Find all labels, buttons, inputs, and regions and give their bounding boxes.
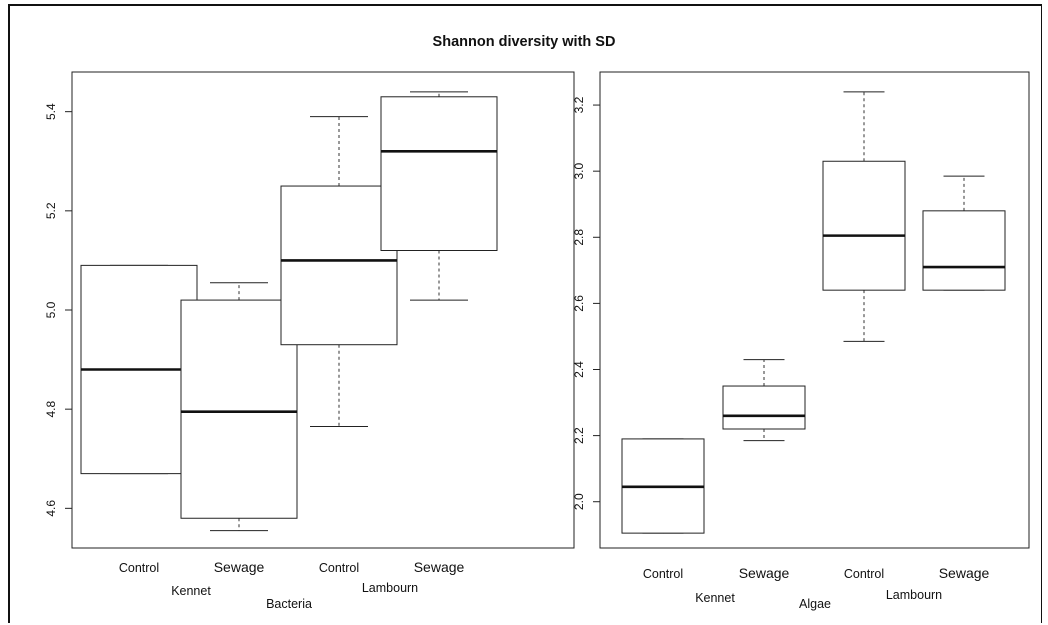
- y-tick-label: 3.2: [572, 96, 586, 113]
- box-1: [80, 264, 198, 475]
- iqr-box: [280, 185, 398, 346]
- y-tick-label: 4.8: [44, 401, 58, 418]
- box-3: [822, 91, 906, 342]
- group-label: Kennet: [171, 584, 211, 598]
- y-tick-label: 2.2: [572, 427, 586, 444]
- iqr-box: [922, 210, 1006, 291]
- category-label: Sewage: [414, 559, 465, 575]
- box-2: [180, 282, 298, 532]
- category-label: Control: [844, 567, 884, 581]
- algae-panel: 2.0 2.2 2.4 2.6 2.8 3.0 3.2 Control Sewage Contro…: [572, 71, 1030, 611]
- figure-title: Shannon diversity with SD: [433, 34, 616, 50]
- y-tick-label: 2.8: [572, 229, 586, 246]
- iqr-box: [180, 299, 298, 519]
- group-label: Lambourn: [362, 581, 418, 595]
- box-4: [380, 91, 498, 301]
- plot-frame: [599, 71, 1030, 549]
- category-label: Sewage: [939, 565, 990, 581]
- figure-frame: [8, 4, 1042, 623]
- y-axis: 2.0 2.2 2.4 2.6 2.8 3.0 3.2: [572, 96, 600, 510]
- y-tick-label: 3.0: [572, 163, 586, 180]
- panel-label: Bacteria: [266, 597, 312, 611]
- box-3: [280, 116, 398, 428]
- y-tick-label: 5.0: [44, 301, 58, 318]
- y-tick-label: 4.6: [44, 500, 58, 517]
- group-label: Kennet: [695, 591, 735, 605]
- group-label: Lambourn: [886, 588, 942, 602]
- category-label: Control: [319, 561, 359, 575]
- y-tick-label: 5.2: [44, 202, 58, 219]
- iqr-box: [380, 96, 498, 251]
- box-4: [922, 175, 1006, 291]
- y-tick-label: 5.4: [44, 103, 58, 120]
- panel-label: Algae: [799, 597, 831, 611]
- category-label: Sewage: [214, 559, 265, 575]
- category-label: Control: [643, 567, 683, 581]
- y-axis: 4.6 4.8 5.0 5.2 5.4: [44, 103, 72, 517]
- iqr-box: [722, 385, 806, 430]
- box-1: [621, 438, 705, 534]
- bacteria-panel: 4.6 4.8 5.0 5.2 5.4 Control Sewage Control Sewag…: [44, 71, 575, 611]
- iqr-box: [822, 160, 906, 291]
- y-tick-label: 2.0: [572, 493, 586, 510]
- category-label: Sewage: [739, 565, 790, 581]
- y-tick-label: 2.4: [572, 361, 586, 378]
- y-tick-label: 2.6: [572, 295, 586, 312]
- box-2: [722, 359, 806, 442]
- category-label: Control: [119, 561, 159, 575]
